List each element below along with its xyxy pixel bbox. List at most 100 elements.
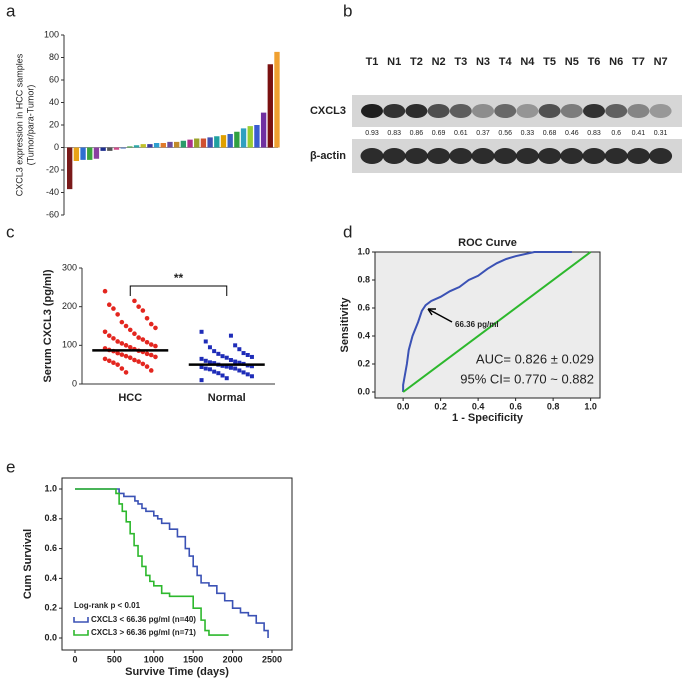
ratio-label: 0.83 [387, 130, 401, 137]
y-tick-label: 0 [54, 142, 59, 152]
data-point [224, 364, 229, 369]
data-point [228, 365, 233, 370]
lane-label: N5 [565, 56, 579, 68]
bar [120, 147, 126, 149]
data-point [115, 312, 120, 317]
lane-label: T6 [588, 56, 601, 68]
y-tick-label: 0.0 [44, 632, 57, 642]
y-axis-label: Serum CXCL3 (pg/ml) [42, 269, 54, 382]
data-point [241, 351, 246, 356]
significance-label: ** [174, 271, 184, 285]
data-point [237, 368, 242, 373]
y-tick-label: 0.4 [44, 573, 57, 583]
bar [67, 147, 73, 190]
bar [93, 147, 100, 159]
data-point [207, 367, 212, 372]
annotation: Log-rank p < 0.01 [74, 601, 141, 610]
plot-area [61, 477, 293, 651]
y-tick-label: 0.0 [357, 386, 370, 396]
data-point [203, 358, 208, 363]
cxcl3-band [472, 104, 494, 118]
data-point [148, 321, 154, 327]
bar [107, 147, 113, 151]
y-tick-label: -60 [46, 209, 59, 219]
bar [234, 131, 240, 148]
data-point [132, 298, 137, 304]
ratio-label: 0.56 [498, 130, 512, 137]
y-tick-label: 20 [49, 119, 59, 129]
annotation: AUC= 0.826 ± 0.029 [476, 351, 594, 366]
x-tick-label: 0.4 [472, 401, 485, 411]
bar [147, 144, 153, 148]
data-point [136, 359, 141, 364]
x-tick-label: 1.0 [584, 401, 597, 411]
data-point [102, 329, 108, 335]
data-point [106, 333, 112, 338]
row-label: β-actin [310, 150, 346, 162]
actin-band [471, 148, 495, 164]
row-label: CXCL3 [310, 105, 346, 117]
data-point [123, 343, 129, 348]
bar [73, 147, 80, 161]
x-tick-label: 500 [107, 654, 122, 664]
actin-band [649, 148, 673, 164]
ratio-label: 0.83 [587, 130, 601, 137]
data-point [111, 360, 116, 366]
bar [200, 138, 207, 148]
data-point [220, 354, 225, 359]
data-point [102, 288, 108, 294]
y-tick-label: 1.0 [44, 483, 57, 493]
data-point [220, 373, 225, 378]
cxcl3-band [516, 104, 539, 118]
data-point [119, 341, 125, 346]
y-tick-label: 0.2 [357, 358, 370, 368]
bar [153, 143, 160, 148]
data-point [140, 308, 146, 313]
data-point [224, 355, 229, 360]
arrow [427, 308, 453, 323]
bar [260, 112, 267, 148]
x-axis-label: 1 - Specificity [452, 412, 524, 424]
actin-band [449, 148, 473, 164]
data-point [203, 339, 208, 344]
y-tick-label: 1.0 [357, 246, 370, 256]
legend-swatch [73, 617, 89, 623]
lane-label: N2 [432, 56, 446, 68]
data-point [249, 374, 254, 379]
actin-band [404, 148, 428, 164]
x-tick-label: 0 [72, 654, 77, 664]
bar [227, 134, 233, 148]
y-tick-label: 200 [62, 301, 77, 311]
data-point [140, 337, 146, 342]
data-point [127, 344, 133, 350]
data-point [132, 331, 137, 337]
x-tick-label: 2000 [223, 654, 243, 664]
data-point [148, 352, 154, 358]
y-tick-label: 0.4 [357, 330, 370, 340]
x-tick-label: 0.6 [509, 401, 522, 411]
annotation: 95% CI= 0.770 ~ 0.882 [460, 371, 594, 386]
actin-band [604, 148, 628, 164]
data-point [237, 360, 242, 365]
actin-band [493, 148, 517, 164]
data-point [127, 327, 133, 333]
data-point [115, 362, 120, 367]
ratio-label: 0.46 [565, 130, 579, 137]
bar [127, 146, 133, 148]
lane-label: T3 [454, 56, 467, 68]
bar [133, 145, 140, 148]
plot-area [374, 251, 601, 399]
data-point [119, 352, 125, 357]
data-point [106, 358, 112, 364]
y-tick-label: 100 [62, 340, 77, 350]
y-tick-label: 40 [49, 97, 59, 107]
actin-band [360, 148, 384, 164]
data-point [111, 306, 116, 311]
data-point [153, 354, 158, 360]
data-point [237, 347, 242, 352]
data-point [233, 359, 238, 364]
y-tick-label: -40 [46, 187, 59, 197]
ratio-label: 0.41 [632, 130, 646, 137]
